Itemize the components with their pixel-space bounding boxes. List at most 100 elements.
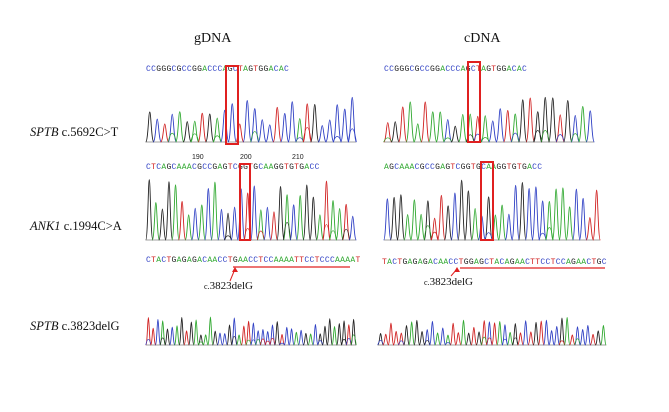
trace-peak bbox=[443, 205, 453, 241]
trace-secondary-peak bbox=[322, 224, 331, 241]
trace-peak bbox=[340, 108, 350, 143]
trace-peak bbox=[191, 207, 200, 241]
trace-peak bbox=[428, 111, 438, 143]
trace-peak bbox=[164, 328, 171, 346]
trace-peak bbox=[302, 184, 311, 241]
trace-peak bbox=[272, 106, 282, 143]
trace-peak bbox=[237, 188, 246, 241]
trace-peak bbox=[480, 115, 490, 143]
seq-r1-right: CCGGGCGCCGGACCCAGCTAGTGGACAC bbox=[384, 65, 528, 74]
row-gene: ANK1 bbox=[30, 219, 61, 233]
trace-peak bbox=[221, 333, 228, 346]
trace-peak bbox=[178, 201, 187, 241]
trace-peak bbox=[548, 330, 555, 346]
trace-peak bbox=[444, 334, 452, 346]
row-label-sptb-5692: SPTB c.5692C>T bbox=[30, 125, 118, 140]
trace-secondary-peak bbox=[424, 340, 431, 346]
trace-peak bbox=[563, 99, 573, 143]
row-gene: SPTB bbox=[30, 319, 59, 333]
annotation-rest: 3823delG bbox=[429, 276, 473, 288]
trace-peak bbox=[457, 179, 466, 241]
trace-peak bbox=[280, 112, 290, 143]
trace-peak bbox=[572, 188, 581, 241]
trace-peak bbox=[497, 204, 507, 241]
trace-peak bbox=[184, 214, 193, 241]
trace-secondary-peak bbox=[481, 336, 488, 346]
gdna-column-title: gDNA bbox=[194, 31, 232, 46]
trace-peak bbox=[288, 328, 295, 346]
trace-peak bbox=[335, 208, 344, 241]
trace-peak bbox=[443, 119, 453, 143]
trace-r3-left bbox=[145, 316, 357, 346]
trace-secondary-peak bbox=[259, 338, 266, 346]
trace-peak bbox=[470, 207, 480, 241]
trace-peak bbox=[245, 320, 252, 346]
trace-peak bbox=[274, 321, 281, 346]
trace-peak bbox=[197, 204, 206, 241]
trace-peak bbox=[315, 214, 324, 241]
trace-peak bbox=[182, 121, 192, 143]
trace-peak bbox=[276, 186, 285, 241]
trace-r1-right bbox=[383, 96, 595, 143]
trace-peak bbox=[464, 190, 473, 241]
trace-secondary-peak bbox=[167, 132, 177, 143]
trace-peak bbox=[178, 316, 185, 346]
trace-peak bbox=[518, 99, 528, 143]
trace-peak bbox=[465, 332, 472, 346]
trace-peak bbox=[585, 110, 595, 143]
trace-peak bbox=[439, 327, 447, 346]
trace-secondary-peak bbox=[269, 337, 276, 346]
trace-peak bbox=[553, 325, 561, 346]
trace-secondary-peak bbox=[224, 235, 232, 241]
trace-secondary-peak bbox=[231, 336, 238, 346]
trace-secondary-peak bbox=[443, 137, 453, 143]
trace-peak bbox=[223, 212, 233, 241]
trace-peak bbox=[420, 101, 430, 143]
trace-peak bbox=[289, 204, 298, 241]
trace-secondary-peak bbox=[190, 133, 200, 143]
trace-secondary-peak bbox=[197, 341, 204, 346]
trace-peak bbox=[403, 325, 410, 346]
trace-peak bbox=[325, 119, 335, 143]
trace-r1-left bbox=[145, 96, 357, 143]
trace-peak bbox=[212, 117, 222, 143]
trace-peak bbox=[434, 332, 441, 346]
annotation-prefix: c. bbox=[204, 282, 210, 291]
seq-r3-left: CTACTGAGAGACAACCTGAACCTCCAAAATTCCTCCCAAA… bbox=[146, 256, 361, 265]
trace-peak bbox=[524, 188, 534, 241]
trace-secondary-peak bbox=[212, 135, 222, 143]
trace-peak bbox=[332, 104, 342, 143]
trace-secondary-peak bbox=[256, 230, 265, 241]
trace-peak bbox=[405, 101, 415, 143]
trace-peak bbox=[592, 189, 601, 241]
trace-peak bbox=[537, 320, 545, 346]
trace-peak bbox=[506, 331, 514, 346]
trace-peak bbox=[188, 321, 195, 346]
trace-peak bbox=[563, 317, 571, 346]
trace-peak bbox=[242, 99, 252, 143]
trace-secondary-peak bbox=[558, 340, 566, 346]
seq-r1-left: CCGGGCGCCGGACCCAGCTAGTGGACAC bbox=[146, 65, 290, 74]
trace-peak bbox=[283, 326, 290, 346]
trace-peak bbox=[207, 316, 214, 346]
trace-peak bbox=[450, 192, 460, 241]
trace-secondary-peak bbox=[383, 137, 393, 143]
trace-peak bbox=[418, 331, 426, 346]
trace-peak bbox=[470, 326, 478, 346]
trace-peak bbox=[383, 198, 392, 241]
trace-peak bbox=[235, 334, 243, 346]
trace-secondary-peak bbox=[484, 232, 493, 241]
trace-peak bbox=[558, 317, 566, 346]
trace-peak bbox=[429, 320, 436, 346]
trace-secondary-peak bbox=[377, 340, 384, 346]
trace-peak bbox=[540, 96, 550, 143]
trace-peak bbox=[190, 120, 200, 143]
trace-peak bbox=[326, 318, 333, 346]
trace-peak bbox=[392, 330, 400, 346]
trace-secondary-peak bbox=[145, 338, 152, 346]
trace-peak bbox=[230, 206, 239, 241]
trace-peak bbox=[578, 105, 588, 143]
trace-peak bbox=[145, 317, 152, 346]
trace-peak bbox=[517, 332, 524, 346]
